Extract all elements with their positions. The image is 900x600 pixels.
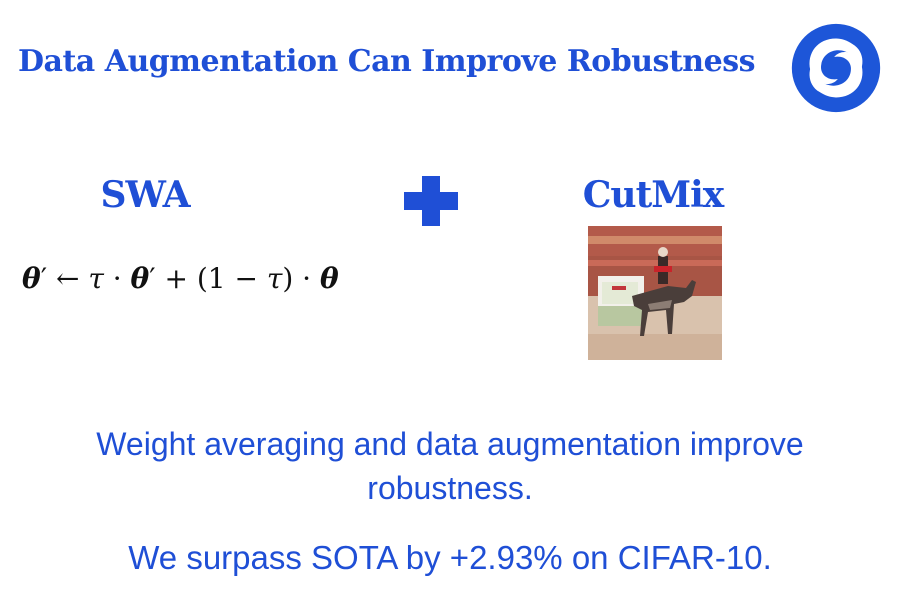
cutmix-heading: CutMix xyxy=(582,174,724,216)
caption-weight-averaging: Weight averaging and data augmentation i… xyxy=(96,426,804,506)
cutmix-example-image xyxy=(588,226,722,360)
plus-icon xyxy=(404,176,458,226)
swa-update-equation: θ′ ← τ · θ′ + (1 − τ) · θ xyxy=(22,262,339,295)
slide-title: Data Augmentation Can Improve Robustness xyxy=(18,44,755,79)
deepmind-logo-icon xyxy=(791,23,881,113)
swa-heading: SWA xyxy=(100,174,190,216)
caption-sota: We surpass SOTA by +2.93% on CIFAR-10. xyxy=(128,539,772,576)
